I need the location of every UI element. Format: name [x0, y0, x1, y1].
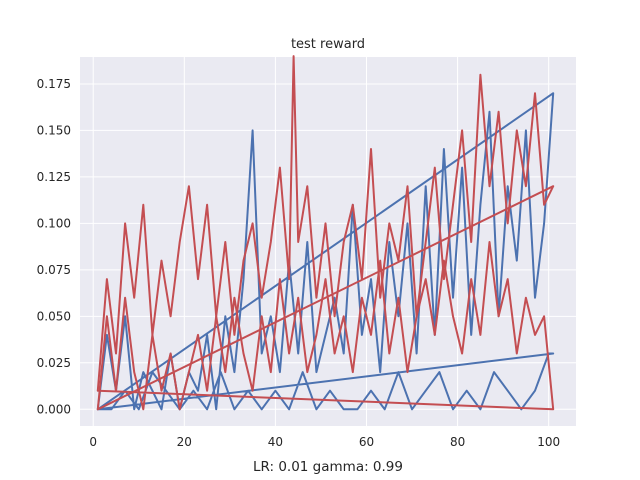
chart-title: test reward [291, 37, 365, 52]
x-tick-label: 100 [537, 435, 560, 449]
x-tick-label: 80 [450, 435, 465, 449]
x-axis-label: LR: 0.01 gamma: 0.99 [253, 459, 403, 475]
y-tick-label: 0.125 [37, 170, 71, 184]
y-tick-label: 0.150 [37, 123, 71, 137]
y-tick-label: 0.000 [37, 402, 71, 416]
series-line-4 [96, 241, 555, 411]
series-group [96, 55, 555, 411]
y-tick-label: 0.050 [37, 309, 71, 323]
tick-labels: 0 20 40 60 80 100 0.000 0.025 0.050 0.075 0.100 0.1… [37, 77, 560, 449]
y-tick-label: 0.075 [37, 263, 71, 277]
x-tick-label: 20 [177, 435, 192, 449]
y-tick-label: 0.025 [37, 356, 71, 370]
x-tick-label: 40 [268, 435, 283, 449]
x-tick-label: 0 [89, 435, 97, 449]
x-tick-label: 60 [359, 435, 374, 449]
y-tick-label: 0.175 [37, 77, 71, 91]
series-line-3 [96, 55, 555, 411]
y-tick-label: 0.100 [37, 216, 71, 230]
